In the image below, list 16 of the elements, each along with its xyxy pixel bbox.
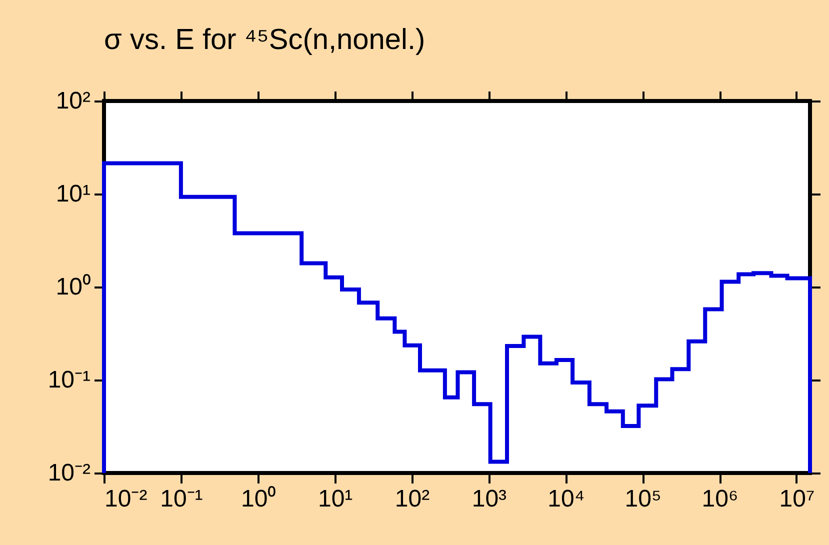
x-tick-label: 10¹ [318,486,353,512]
y-tick-label: 10² [56,88,91,114]
y-tick-label: 10⁰ [56,274,90,300]
x-tick-label: 10³ [472,486,507,512]
x-tick-label: 10⁻² [104,486,148,512]
x-tick-label: 10⁴ [548,486,585,512]
x-tick-label: 10² [394,486,430,512]
chart-title: σ vs. E for ⁴⁵Sc(n,nonel.) [104,24,426,56]
x-tick-label: 10⁶ [702,486,738,512]
x-tick-label: 10⁷ [779,486,815,512]
x-tick-label: 10⁵ [624,486,662,512]
y-tick-label: 10⁻¹ [48,366,91,394]
x-tick-label: 10⁰ [241,486,276,512]
y-tick-label: 10¹ [56,180,91,208]
y-tick-label: 10⁻² [48,460,91,486]
x-tick-label: 10⁻¹ [160,486,203,512]
